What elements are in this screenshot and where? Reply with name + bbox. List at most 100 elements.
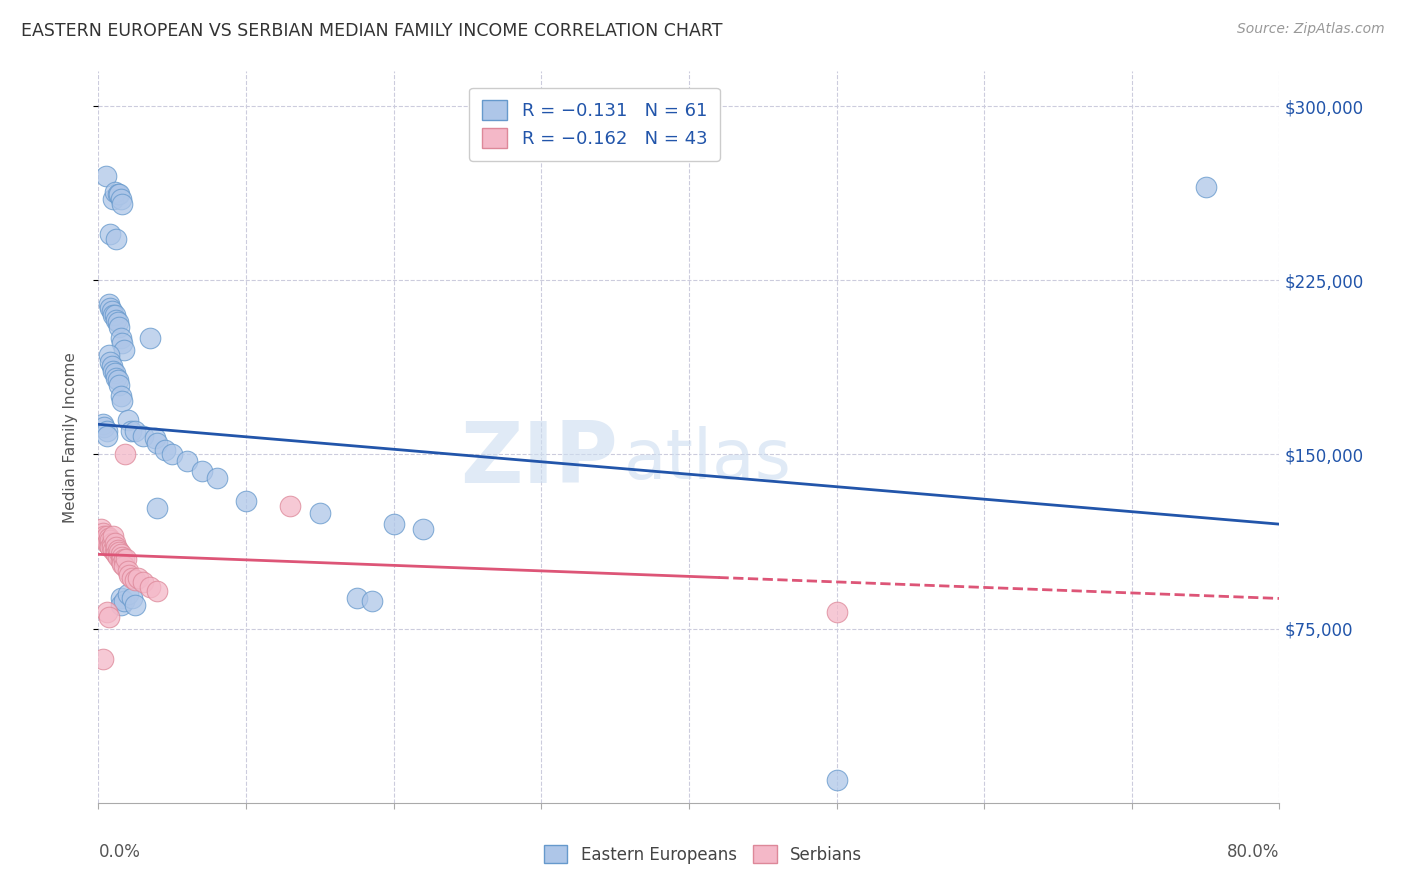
Point [91, 526, 114, 541]
Point [96, 429, 118, 443]
Point [108, 187, 131, 202]
Point [107, 315, 129, 329]
Point [143, 431, 166, 445]
Point [121, 591, 143, 606]
Point [98, 533, 121, 548]
Point [112, 343, 135, 357]
Point [100, 359, 122, 374]
Point [108, 377, 131, 392]
Point [176, 454, 198, 468]
Point [110, 591, 132, 606]
Point [139, 580, 162, 594]
Point [110, 599, 132, 613]
Point [97, 610, 120, 624]
Point [139, 331, 162, 345]
Point [96, 529, 118, 543]
Point [117, 412, 139, 426]
Point [121, 570, 143, 584]
Point [98, 354, 121, 368]
Point [90, 522, 112, 536]
Point [162, 448, 183, 462]
Point [146, 436, 169, 450]
Point [103, 529, 125, 543]
Point [104, 545, 127, 559]
Point [360, 594, 382, 608]
Point [153, 442, 176, 457]
Legend: R = −0.131   N = 61, R = −0.162   N = 43: R = −0.131 N = 61, R = −0.162 N = 43 [470, 87, 720, 161]
Point [93, 419, 115, 434]
Point [104, 366, 127, 380]
Text: EASTERN EUROPEAN VS SERBIAN MEDIAN FAMILY INCOME CORRELATION CHART: EASTERN EUROPEAN VS SERBIAN MEDIAN FAMIL… [21, 22, 723, 40]
Point [98, 227, 121, 241]
Point [346, 591, 368, 606]
Point [96, 535, 118, 549]
Point [120, 424, 142, 438]
Point [97, 531, 120, 545]
Point [103, 308, 125, 322]
Point [91, 417, 114, 432]
Point [117, 564, 139, 578]
Point [146, 584, 169, 599]
Legend: Eastern Europeans, Serbians: Eastern Europeans, Serbians [537, 838, 869, 871]
Point [105, 541, 128, 555]
Point [100, 541, 122, 555]
Point [110, 331, 132, 345]
Point [111, 196, 134, 211]
Point [117, 587, 139, 601]
Point [105, 547, 128, 561]
Point [191, 464, 214, 478]
Point [107, 549, 129, 564]
Point [825, 606, 848, 620]
Point [104, 308, 127, 322]
Point [825, 772, 848, 787]
Text: Source: ZipAtlas.com: Source: ZipAtlas.com [1237, 22, 1385, 37]
Point [412, 522, 434, 536]
Point [382, 517, 405, 532]
Point [105, 371, 128, 385]
Point [110, 554, 132, 568]
Point [103, 192, 125, 206]
Point [132, 575, 155, 590]
Text: 0.0%: 0.0% [98, 843, 141, 861]
Point [280, 499, 302, 513]
Point [235, 494, 257, 508]
Point [105, 313, 128, 327]
Point [124, 599, 146, 613]
Point [132, 429, 155, 443]
Point [309, 506, 332, 520]
Text: atlas: atlas [624, 425, 792, 492]
Point [110, 389, 132, 403]
Point [100, 535, 122, 549]
Point [98, 301, 121, 316]
Point [111, 557, 134, 571]
Point [103, 542, 125, 557]
Point [124, 573, 146, 587]
Point [96, 424, 118, 438]
Point [97, 296, 120, 310]
Point [105, 231, 128, 245]
Point [118, 568, 141, 582]
Point [93, 529, 115, 543]
Point [94, 531, 117, 545]
Point [112, 594, 135, 608]
Point [205, 471, 228, 485]
Point [110, 192, 132, 206]
Point [107, 373, 129, 387]
Point [108, 319, 131, 334]
Text: 80.0%: 80.0% [1227, 843, 1279, 861]
Point [124, 424, 146, 438]
Point [97, 348, 120, 362]
Point [94, 533, 117, 548]
Point [111, 549, 134, 564]
Point [107, 542, 129, 557]
Point [127, 570, 149, 584]
Point [100, 303, 122, 318]
Point [115, 552, 138, 566]
Point [110, 547, 132, 561]
Point [103, 364, 125, 378]
Point [104, 185, 127, 199]
Point [97, 538, 120, 552]
Point [91, 652, 114, 666]
Point [111, 394, 134, 409]
Point [1195, 180, 1218, 194]
